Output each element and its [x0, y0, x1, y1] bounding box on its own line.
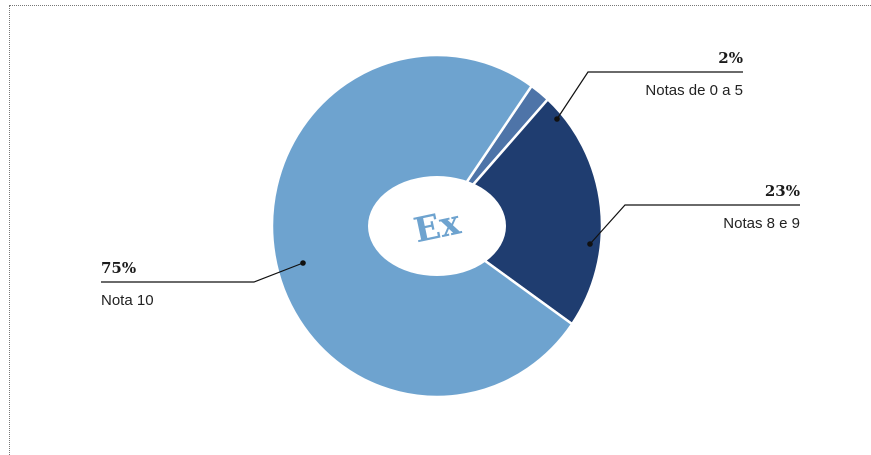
- callout-notas-8-9: 23% Notas 8 e 9: [587, 182, 800, 247]
- slice-category-label: Notas 8 e 9: [723, 215, 800, 232]
- leader-line: [101, 262, 304, 283]
- slice-value-label: 23%: [765, 182, 800, 200]
- leader-dot: [554, 116, 560, 122]
- leader-line: [556, 71, 743, 120]
- callout-nota-10: 75% Nota 10: [101, 259, 306, 309]
- center-hole: [368, 176, 506, 276]
- chart-frame: [9, 5, 871, 455]
- center-watermark: Ex: [410, 202, 464, 251]
- pie-slice-notas-8-e-9: [435, 98, 604, 326]
- leader-line: [589, 204, 800, 245]
- slice-value-label: 2%: [718, 49, 743, 67]
- callout-notas-0-5: 2% Notas de 0 a 5: [554, 49, 743, 122]
- slice-category-label: Nota 10: [101, 292, 154, 309]
- slice-value-label: 75%: [101, 259, 136, 277]
- leader-dot: [300, 260, 306, 266]
- leader-dot: [587, 241, 593, 247]
- slice-category-label: Notas de 0 a 5: [645, 82, 743, 99]
